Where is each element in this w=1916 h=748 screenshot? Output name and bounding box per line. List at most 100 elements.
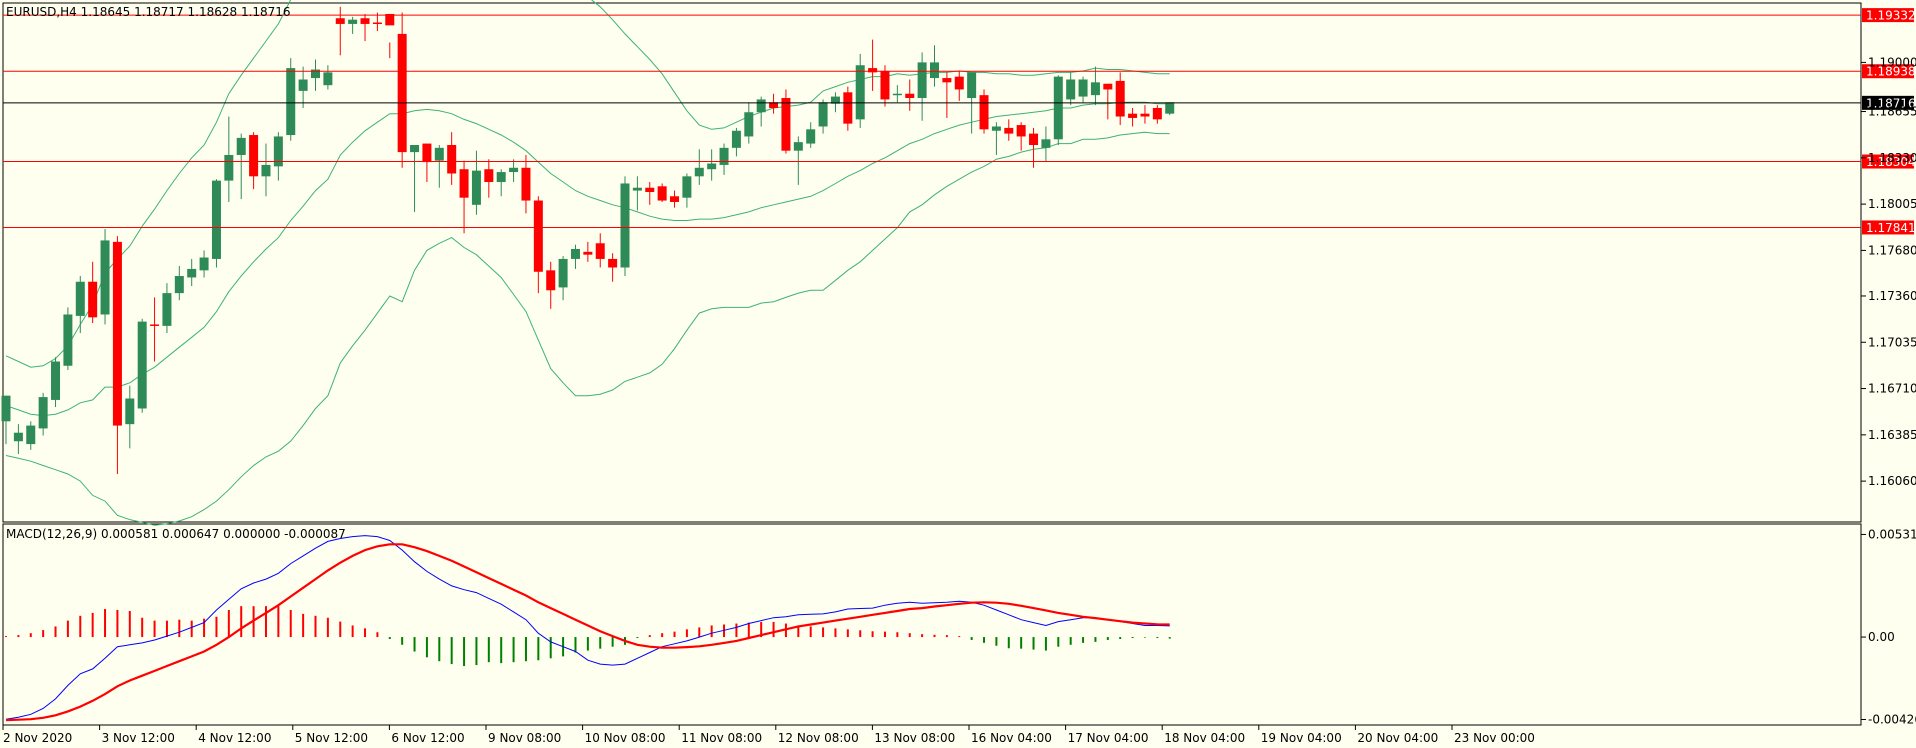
candle-body xyxy=(162,293,172,326)
level-tag-bg xyxy=(1862,220,1914,235)
candle xyxy=(434,145,444,188)
candle-body xyxy=(174,276,184,294)
candle-body xyxy=(150,324,160,326)
candle-body xyxy=(533,200,543,272)
candle-body xyxy=(769,102,779,108)
candle xyxy=(657,183,667,202)
candle xyxy=(707,149,717,181)
candle-body xyxy=(979,95,989,130)
candle xyxy=(51,357,61,408)
candle xyxy=(818,99,828,134)
candle-body xyxy=(930,62,939,79)
candle xyxy=(410,145,420,212)
candle-body xyxy=(434,147,444,161)
time-tick-label: 16 Nov 04:00 xyxy=(971,731,1052,745)
candle-body xyxy=(694,167,704,177)
time-tick-label: 6 Nov 12:00 xyxy=(391,731,464,745)
candle-body xyxy=(991,126,1001,131)
candle-body xyxy=(496,172,506,183)
macd-tick-label: 0.00 xyxy=(1868,630,1895,644)
candle-body xyxy=(372,22,382,25)
macd-indicator: 0.005311 0.00 -0.004267 xyxy=(5,527,1916,726)
candle-body xyxy=(385,13,395,26)
candle xyxy=(509,159,519,183)
candle-body xyxy=(273,136,283,167)
candle xyxy=(459,160,469,234)
candle xyxy=(496,169,506,197)
candle-body xyxy=(570,248,580,259)
level-price-tag: 1.18304 xyxy=(1862,154,1916,169)
candle-body xyxy=(199,257,209,271)
candle-body xyxy=(806,129,816,144)
candle xyxy=(558,256,568,301)
candle xyxy=(484,159,494,198)
candle-body xyxy=(471,170,481,205)
candle xyxy=(905,79,915,111)
candle-body xyxy=(657,186,667,201)
price-pane-frame xyxy=(2,2,1862,523)
candle xyxy=(422,143,432,183)
candle-body xyxy=(1152,107,1162,120)
candle-body xyxy=(1103,83,1113,90)
candle xyxy=(298,66,308,108)
candle xyxy=(917,52,927,121)
price-tick-label: 1.17680 xyxy=(1868,243,1916,257)
candle xyxy=(348,16,358,34)
candle xyxy=(1140,105,1150,124)
macd-pane-frame xyxy=(2,523,1862,726)
price-axis: 1.19000 1.18655 1.18330 1.18005 1.17680 1.173… xyxy=(1861,55,1916,488)
candle-body xyxy=(63,314,73,366)
candle xyxy=(855,53,865,128)
price-tick-label: 1.16710 xyxy=(1868,382,1916,396)
price-tick-label: 1.18655 xyxy=(1868,105,1916,119)
candle-body xyxy=(645,187,655,192)
candle xyxy=(13,424,23,455)
candle-body xyxy=(422,143,432,163)
candle-body xyxy=(855,65,865,120)
candle xyxy=(75,276,85,333)
candle-body xyxy=(595,243,605,259)
candle xyxy=(88,261,98,324)
price-tick-label: 1.16385 xyxy=(1868,428,1916,442)
price-tick-label: 1.16060 xyxy=(1868,474,1916,488)
candle-body xyxy=(187,268,197,278)
candle xyxy=(26,421,36,450)
candle xyxy=(125,385,135,449)
candle-body xyxy=(1,395,11,422)
level-price-tag: 1.18938 xyxy=(1862,64,1916,79)
candle xyxy=(694,149,704,185)
candle-body xyxy=(954,76,964,90)
candle xyxy=(199,250,209,278)
candle-body xyxy=(608,258,618,268)
level-tag-bg xyxy=(1862,95,1914,110)
candle-body xyxy=(830,96,840,104)
candle xyxy=(187,258,197,286)
candle xyxy=(769,93,779,114)
level-tag-text: 1.17841 xyxy=(1866,221,1916,235)
level-price-tag: 1.19332 xyxy=(1862,8,1916,23)
candle-body xyxy=(546,270,556,291)
candle xyxy=(397,12,407,168)
candle xyxy=(892,85,902,103)
candle-body xyxy=(249,135,259,177)
candle xyxy=(1115,72,1125,126)
candle-body xyxy=(1078,79,1088,97)
candle-body xyxy=(323,72,333,86)
candle-body xyxy=(13,432,23,442)
price-tick-label: 1.17360 xyxy=(1868,289,1916,303)
bollinger-middle xyxy=(5,101,1170,417)
price-tick-label: 1.18330 xyxy=(1868,151,1916,165)
candle-body xyxy=(843,92,853,124)
horizontal-levels[interactable]: 1.19332 1.18938 1.18716 1.18304 1.17841 xyxy=(3,8,1916,235)
time-tick-label: 12 Nov 08:00 xyxy=(778,731,859,745)
candle-body xyxy=(1165,102,1175,114)
candle xyxy=(249,132,259,190)
candle xyxy=(150,297,160,362)
time-axis: 2 Nov 2020 3 Nov 12:00 4 Nov 12:00 5 Nov 12… xyxy=(2,725,1535,745)
candle-body xyxy=(707,163,717,170)
candle-body xyxy=(880,70,890,100)
time-tick-label: 5 Nov 12:00 xyxy=(295,731,368,745)
candle-body xyxy=(1004,127,1014,134)
candle-body xyxy=(261,164,271,177)
